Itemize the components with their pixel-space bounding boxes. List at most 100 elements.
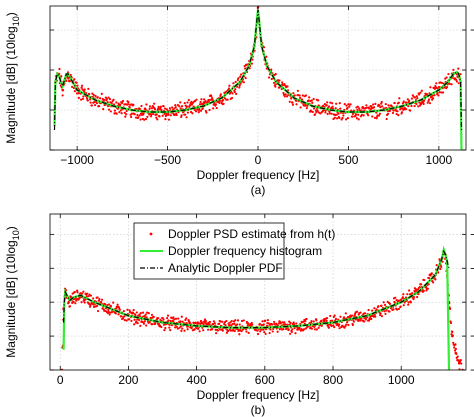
psd-sample-point xyxy=(81,97,85,100)
psd-sample-point xyxy=(128,309,131,312)
psd-sample-point xyxy=(181,327,184,330)
psd-sample-point xyxy=(73,90,76,93)
psd-sample-point xyxy=(119,103,122,106)
psd-sample-point xyxy=(250,321,253,325)
psd-sample-point xyxy=(351,323,355,327)
psd-sample-point xyxy=(195,98,198,101)
psd-sample-point xyxy=(408,289,411,292)
psd-sample-point xyxy=(284,93,287,96)
psd-sample-point xyxy=(422,99,426,102)
psd-sample-point xyxy=(281,321,284,324)
psd-sample-point xyxy=(115,112,118,115)
psd-sample-point xyxy=(153,102,156,105)
psd-sample-point xyxy=(125,113,128,116)
psd-sample-point xyxy=(156,118,159,121)
psd-sample-point xyxy=(201,107,204,110)
psd-sample-point xyxy=(417,292,420,296)
psd-sample-point xyxy=(370,317,373,321)
psd-sample-point xyxy=(126,103,130,106)
psd-sample-point xyxy=(158,115,161,118)
psd-sample-point xyxy=(139,312,142,315)
psd-sample-point xyxy=(187,98,190,102)
psd-sample-point xyxy=(237,77,240,80)
psd-sample-point xyxy=(178,326,181,329)
psd-sample-point xyxy=(143,118,146,121)
psd-sample-point xyxy=(420,89,423,92)
psd-sample-point xyxy=(265,55,268,58)
psd-sample-point xyxy=(384,312,387,316)
psd-sample-point xyxy=(419,91,422,94)
psd-sample-point xyxy=(225,319,228,323)
psd-sample-point xyxy=(161,114,164,117)
psd-sample-point xyxy=(132,103,135,106)
psd-sample-point xyxy=(242,319,245,322)
psd-sample-point xyxy=(358,107,361,110)
psd-sample-point xyxy=(240,73,243,76)
psd-sample-point xyxy=(89,101,92,104)
x-tick-label: −500 xyxy=(154,153,181,167)
psd-sample-point xyxy=(417,105,420,108)
x-tick-label: 500 xyxy=(338,153,358,167)
psd-sample-point xyxy=(138,114,141,117)
psd-sample-point xyxy=(282,328,285,331)
psd-sample-point xyxy=(365,104,368,107)
psd-sample-point xyxy=(86,99,89,102)
psd-sample-point xyxy=(380,100,383,104)
psd-sample-point xyxy=(406,98,409,101)
psd-sample-point xyxy=(112,98,115,101)
psd-sample-point xyxy=(355,310,359,313)
psd-sample-point xyxy=(65,79,68,83)
psd-sample-point xyxy=(453,346,456,349)
psd-sample-point xyxy=(289,332,292,335)
psd-sample-point xyxy=(114,312,117,315)
psd-sample-point xyxy=(286,85,289,88)
psd-sample-point xyxy=(342,114,345,117)
psd-sample-point xyxy=(200,98,203,101)
psd-sample-point xyxy=(440,265,443,268)
psd-sample-point xyxy=(184,113,187,116)
psd-sample-point xyxy=(144,117,148,121)
psd-sample-point xyxy=(75,81,78,84)
psd-sample-point xyxy=(349,103,352,106)
psd-sample-point xyxy=(326,112,329,116)
psd-sample-point xyxy=(298,94,301,97)
psd-sample-point xyxy=(121,101,124,105)
x-tick-label: 0 xyxy=(255,153,262,167)
psd-sample-point xyxy=(338,116,341,120)
psd-sample-point xyxy=(428,277,431,280)
psd-sample-point xyxy=(437,94,440,97)
psd-sample-point xyxy=(445,85,449,89)
y-axis-label-main-b: Magnitude [dB] (10log xyxy=(4,240,18,357)
psd-sample-point xyxy=(394,296,397,299)
psd-sample-point xyxy=(388,310,391,313)
psd-sample-point xyxy=(298,326,301,329)
psd-sample-point xyxy=(425,289,428,292)
psd-sample-point xyxy=(412,298,415,301)
psd-sample-point xyxy=(457,82,460,85)
psd-sample-point xyxy=(213,322,216,325)
psd-sample-point xyxy=(71,85,74,88)
y-axis-label-main-a: Magnitude [dB] (10log xyxy=(4,26,18,143)
psd-sample-point xyxy=(367,114,370,117)
psd-sample-point xyxy=(315,328,318,331)
psd-sample-point xyxy=(345,323,348,326)
psd-sample-point xyxy=(308,96,311,99)
y-tick-label: −30 xyxy=(470,295,474,309)
psd-sample-point xyxy=(98,297,101,301)
psd-sample-point xyxy=(190,327,193,330)
psd-sample-point xyxy=(174,106,177,109)
psd-sample-point xyxy=(238,84,241,87)
psd-sample-point xyxy=(454,343,457,346)
psd-sample-point xyxy=(231,323,234,326)
psd-sample-point xyxy=(406,293,409,296)
psd-sample-point xyxy=(80,301,83,304)
legend-swatch-psd xyxy=(149,232,153,236)
psd-sample-point xyxy=(218,322,221,326)
psd-sample-point xyxy=(222,102,225,105)
psd-sample-point xyxy=(407,303,410,306)
psd-sample-point xyxy=(210,95,213,98)
psd-sample-point xyxy=(146,115,149,119)
psd-sample-point xyxy=(355,117,359,120)
psd-sample-point xyxy=(359,311,362,314)
psd-sample-point xyxy=(454,347,458,350)
